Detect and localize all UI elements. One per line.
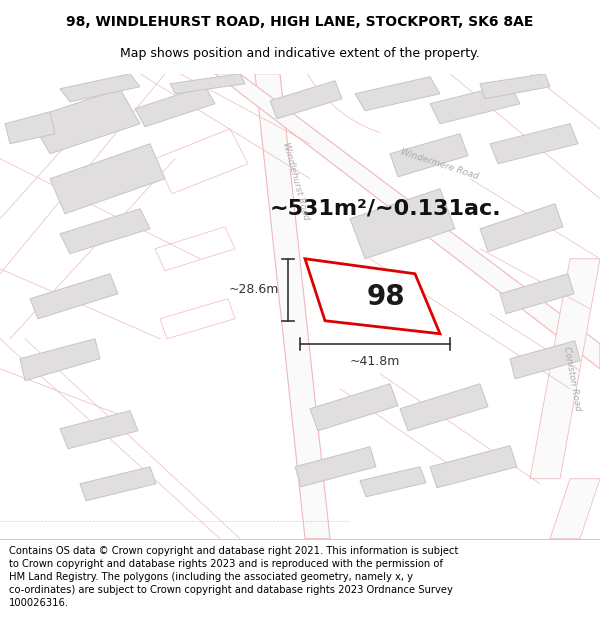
Polygon shape bbox=[350, 189, 455, 259]
Polygon shape bbox=[355, 77, 440, 111]
Polygon shape bbox=[30, 274, 118, 319]
Polygon shape bbox=[480, 204, 563, 252]
Polygon shape bbox=[60, 74, 140, 102]
Text: Windermere Road: Windermere Road bbox=[400, 147, 480, 181]
Text: ~28.6m: ~28.6m bbox=[229, 283, 279, 296]
Text: ~531m²/~0.131ac.: ~531m²/~0.131ac. bbox=[270, 199, 502, 219]
Polygon shape bbox=[510, 341, 580, 379]
Polygon shape bbox=[400, 384, 488, 431]
Polygon shape bbox=[80, 467, 156, 501]
Polygon shape bbox=[295, 447, 376, 487]
Polygon shape bbox=[390, 134, 468, 177]
Text: 98, WINDLEHURST ROAD, HIGH LANE, STOCKPORT, SK6 8AE: 98, WINDLEHURST ROAD, HIGH LANE, STOCKPO… bbox=[67, 15, 533, 29]
Polygon shape bbox=[310, 384, 398, 431]
Text: Map shows position and indicative extent of the property.: Map shows position and indicative extent… bbox=[120, 47, 480, 59]
Polygon shape bbox=[135, 86, 215, 127]
Polygon shape bbox=[50, 144, 165, 214]
Text: 98: 98 bbox=[367, 282, 406, 311]
Polygon shape bbox=[255, 74, 330, 539]
Polygon shape bbox=[215, 74, 600, 369]
Polygon shape bbox=[60, 209, 150, 254]
Polygon shape bbox=[490, 124, 578, 164]
Text: ~41.8m: ~41.8m bbox=[350, 355, 400, 367]
Text: Contains OS data © Crown copyright and database right 2021. This information is : Contains OS data © Crown copyright and d… bbox=[9, 546, 458, 609]
Polygon shape bbox=[530, 259, 600, 479]
Polygon shape bbox=[430, 84, 520, 124]
Text: Coniston Road: Coniston Road bbox=[562, 346, 582, 412]
Polygon shape bbox=[30, 89, 140, 154]
Polygon shape bbox=[60, 411, 138, 449]
Polygon shape bbox=[170, 74, 245, 94]
Polygon shape bbox=[430, 446, 517, 488]
Polygon shape bbox=[480, 74, 550, 99]
Text: Windlehurst Road: Windlehurst Road bbox=[281, 141, 311, 221]
Polygon shape bbox=[500, 274, 574, 314]
Polygon shape bbox=[305, 259, 440, 334]
Polygon shape bbox=[550, 479, 600, 539]
Polygon shape bbox=[5, 112, 55, 144]
Polygon shape bbox=[270, 81, 342, 119]
Polygon shape bbox=[20, 339, 100, 381]
Polygon shape bbox=[360, 467, 426, 497]
